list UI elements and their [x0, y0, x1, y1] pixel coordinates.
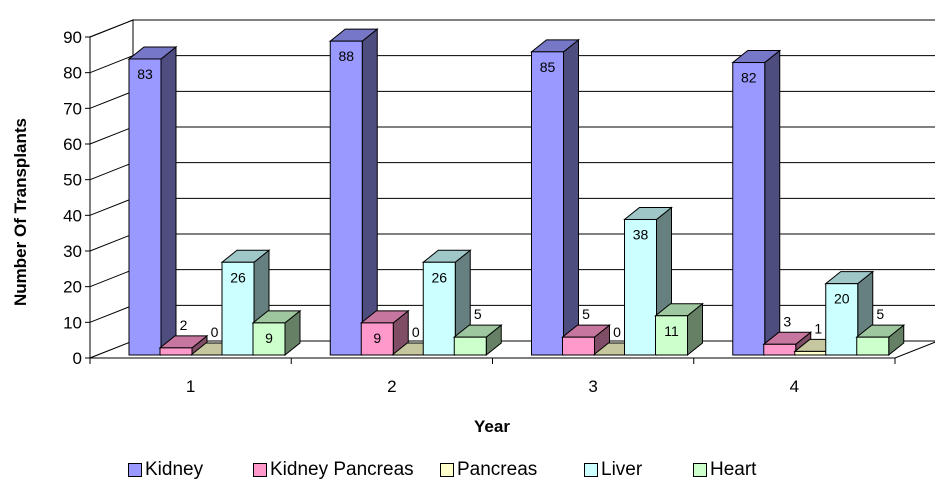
bar	[561, 324, 611, 357]
data-label: 82	[741, 70, 757, 86]
legend-swatch	[693, 463, 707, 477]
bar	[359, 309, 410, 357]
legend-label: Kidney Pancreas	[270, 459, 414, 480]
legend-item: Pancreas	[440, 459, 537, 481]
x-tick-label: 1	[186, 377, 195, 396]
data-label: 20	[834, 291, 850, 307]
legend-item: Heart	[693, 459, 756, 481]
data-label: 9	[265, 330, 273, 346]
data-label: 0	[613, 324, 621, 340]
data-label: 0	[412, 324, 420, 340]
legend-item: Kidney	[128, 459, 203, 481]
data-label: 26	[230, 269, 246, 285]
data-label: 5	[474, 306, 482, 322]
y-tick-label: 30	[63, 242, 82, 261]
y-tick-label: 0	[73, 349, 82, 368]
bar	[855, 324, 906, 357]
side-wall	[89, 19, 134, 359]
data-label: 2	[180, 317, 188, 333]
data-label: 9	[373, 330, 381, 346]
bar	[530, 38, 580, 357]
y-axis-title: Number Of Transplants	[11, 118, 30, 306]
data-label: 38	[633, 226, 649, 242]
bar	[654, 302, 704, 357]
bar	[251, 309, 302, 357]
bar	[731, 49, 782, 357]
bar	[452, 324, 503, 357]
data-label: 85	[540, 59, 556, 75]
bar	[328, 28, 379, 357]
x-tick-label: 4	[790, 377, 799, 396]
legend-swatch	[128, 463, 142, 477]
data-label: 0	[211, 324, 219, 340]
data-label: 11	[664, 323, 679, 339]
bar	[127, 45, 178, 357]
x-axis-title: Year	[474, 417, 510, 436]
y-tick-label: 60	[63, 135, 82, 154]
legend-item: Liver	[584, 459, 642, 481]
legend-swatch	[584, 463, 598, 477]
bar	[158, 334, 209, 357]
legend-label: Heart	[710, 459, 757, 480]
legend-item: Kidney Pancreas	[253, 459, 414, 481]
data-label: 5	[876, 306, 884, 322]
y-tick-label: 50	[63, 171, 82, 190]
legend-label: Liver	[601, 459, 643, 480]
y-tick-label: 20	[63, 278, 82, 297]
y-tick-label: 90	[63, 28, 82, 47]
y-tick-label: 10	[63, 313, 82, 332]
x-axis: 1 2 3 4	[89, 357, 896, 396]
bars	[127, 28, 906, 357]
legend-swatch	[440, 463, 454, 477]
x-tick-label: 2	[387, 377, 396, 396]
y-axis: 0 10 20 30 40 50 60 70 80 90	[63, 28, 91, 368]
data-label: 83	[137, 66, 153, 82]
x-tick-label: 3	[588, 377, 597, 396]
data-label: 26	[431, 269, 447, 285]
legend-label: Kidney	[145, 459, 204, 480]
y-tick-label: 80	[63, 64, 82, 83]
y-tick-label: 40	[63, 206, 82, 225]
data-label: 3	[783, 313, 791, 329]
data-label: 88	[338, 48, 354, 64]
bar	[421, 249, 472, 357]
legend: Kidney Kidney Pancreas Pancreas Liver Heart	[0, 455, 935, 485]
data-label: 5	[582, 306, 590, 322]
legend-label: Pancreas	[457, 459, 538, 480]
data-label: 1	[814, 320, 822, 336]
chart-walls	[89, 19, 935, 359]
gridline	[89, 19, 935, 38]
y-tick-label: 70	[63, 99, 82, 118]
legend-swatch	[253, 463, 267, 477]
